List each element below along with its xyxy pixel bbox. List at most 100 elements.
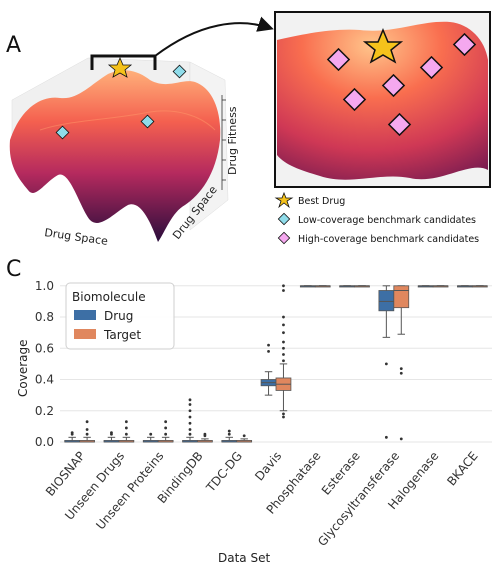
outlier-point bbox=[267, 343, 270, 347]
legend-low-marker-icon bbox=[277, 212, 291, 226]
low-coverage-marker bbox=[140, 114, 155, 129]
y-ticks: 0.0 0.2 0.4 0.6 0.8 1.0 bbox=[35, 279, 54, 449]
box-target bbox=[393, 285, 410, 441]
outlier-point bbox=[282, 289, 285, 292]
box-target bbox=[197, 432, 213, 443]
high-coverage-marker bbox=[419, 55, 444, 80]
box-target bbox=[118, 420, 135, 443]
box-drug bbox=[221, 429, 238, 443]
drug-fitness-axis-label: Drug Fitness bbox=[226, 106, 239, 175]
outlier-point bbox=[282, 346, 285, 350]
legend-title: Biomolecule bbox=[72, 290, 146, 304]
box-drug bbox=[339, 285, 355, 288]
best-drug-star-icon bbox=[362, 28, 404, 64]
outlier-point bbox=[188, 421, 192, 425]
legend-star-icon bbox=[274, 191, 294, 209]
x-tick-label: BKACE bbox=[444, 449, 480, 489]
panel-a-3d-surface bbox=[9, 54, 229, 242]
outlier-point bbox=[188, 409, 192, 413]
x-axis-label: Data Set bbox=[218, 551, 270, 565]
box-series bbox=[64, 284, 488, 443]
y-axis-label: Coverage bbox=[16, 340, 30, 398]
box-target bbox=[236, 434, 253, 443]
y-tick-label: 0.8 bbox=[35, 310, 54, 324]
outlier-point bbox=[399, 371, 403, 375]
outlier-point bbox=[124, 420, 128, 424]
box-drug bbox=[417, 285, 434, 288]
outlier-point bbox=[124, 432, 128, 436]
outlier-point bbox=[85, 420, 89, 424]
box-target bbox=[79, 420, 95, 443]
high-coverage-marker bbox=[342, 87, 367, 112]
legend-target-label: Target bbox=[103, 328, 141, 342]
outlier-point bbox=[282, 323, 285, 327]
box-drug bbox=[103, 431, 120, 443]
outlier-point bbox=[227, 432, 231, 436]
high-coverage-marker bbox=[452, 32, 477, 57]
box-target bbox=[275, 284, 292, 419]
outlier-point bbox=[85, 432, 89, 436]
legend-high-marker-icon bbox=[277, 231, 291, 245]
outlier-point bbox=[188, 432, 192, 436]
box-target bbox=[471, 285, 488, 288]
y-tick-label: 0.6 bbox=[35, 341, 54, 355]
outlier-point bbox=[188, 403, 192, 406]
legend-target-swatch bbox=[74, 329, 96, 339]
box-target bbox=[354, 285, 370, 288]
low-coverage-marker bbox=[55, 125, 70, 140]
outlier-point bbox=[282, 284, 285, 288]
box-target bbox=[314, 285, 331, 288]
best-drug-star-icon bbox=[107, 56, 133, 78]
outlier-point bbox=[188, 415, 192, 419]
box-target bbox=[432, 285, 449, 288]
outlier-point bbox=[384, 435, 388, 439]
outlier-point bbox=[110, 431, 113, 435]
box-drug bbox=[142, 432, 159, 443]
fitness-surface bbox=[9, 70, 221, 242]
outlier-point bbox=[164, 420, 168, 424]
x-tick-label: Davis bbox=[252, 449, 284, 483]
legend-best-drug: Best Drug bbox=[298, 196, 345, 207]
outlier-point bbox=[282, 415, 285, 419]
outlier-point bbox=[282, 340, 285, 344]
outlier-point bbox=[124, 426, 128, 430]
y-tick-label: 1.0 bbox=[35, 279, 54, 293]
outlier-point bbox=[70, 431, 74, 435]
box-body bbox=[378, 290, 395, 312]
legend-drug-label: Drug bbox=[104, 309, 133, 323]
outlier-point bbox=[227, 429, 231, 433]
chart-legend: Biomolecule Drug Target bbox=[65, 282, 175, 350]
high-coverage-marker bbox=[326, 47, 351, 72]
outlier-point bbox=[282, 353, 285, 356]
outlier-point bbox=[282, 412, 285, 416]
outlier-point bbox=[282, 359, 285, 363]
outlier-point bbox=[188, 428, 192, 431]
box-drug bbox=[378, 285, 395, 439]
x-tick-label: Unseen Proteins bbox=[93, 449, 166, 532]
zoom-arrow bbox=[154, 16, 274, 57]
x-tick-label: TDC-DG bbox=[203, 449, 245, 495]
outlier-point bbox=[267, 350, 270, 353]
outlier-point bbox=[85, 428, 89, 431]
panel-c-label: C bbox=[6, 257, 21, 282]
legend-low-coverage: Low-coverage benchmark candidates bbox=[298, 215, 476, 226]
box-body bbox=[393, 285, 410, 309]
outlier-point bbox=[282, 315, 285, 319]
outlier-point bbox=[203, 432, 207, 436]
high-coverage-marker bbox=[381, 73, 406, 98]
panel-a-label: A bbox=[6, 33, 21, 58]
y-tick-label: 0.4 bbox=[35, 373, 54, 387]
y-tick-label: 0.2 bbox=[35, 404, 54, 418]
box-target bbox=[157, 420, 174, 443]
outlier-point bbox=[399, 367, 403, 370]
box-drug bbox=[182, 398, 198, 443]
outlier-point bbox=[188, 398, 192, 402]
outlier-point bbox=[164, 432, 168, 436]
drug-space-x-axis-label: Drug Space bbox=[44, 226, 109, 248]
high-coverage-marker bbox=[387, 112, 412, 137]
outlier-point bbox=[399, 437, 403, 441]
box-drug bbox=[457, 285, 473, 288]
